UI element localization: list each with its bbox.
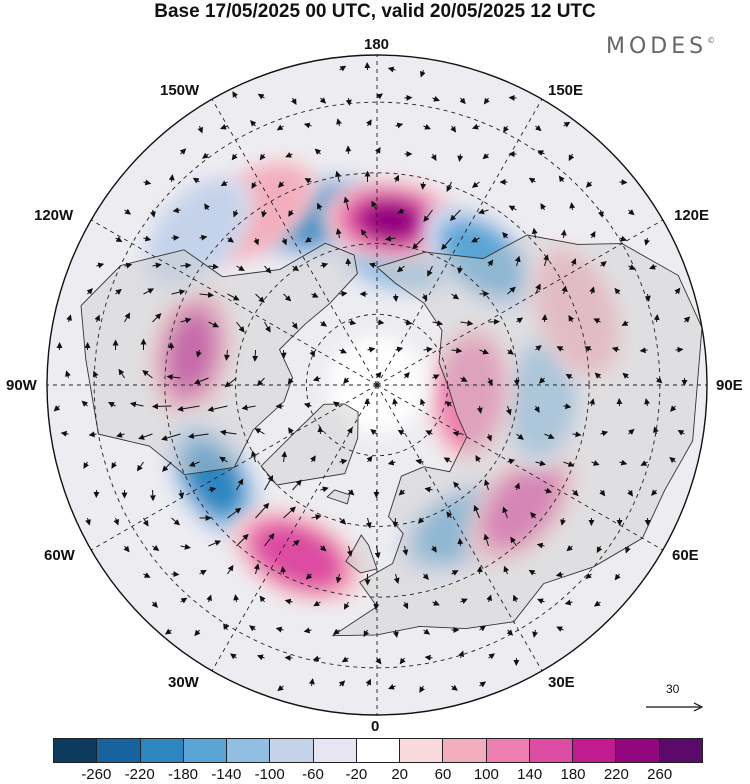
colorbar-segment bbox=[616, 739, 659, 762]
lon-label-30e: 30E bbox=[548, 674, 575, 691]
lon-label-90e: 90E bbox=[716, 377, 743, 394]
colorbar-tick-label: -260 bbox=[81, 766, 111, 783]
colorbar-tick-label: 20 bbox=[391, 766, 408, 783]
colorbar-tick-label: -140 bbox=[211, 766, 241, 783]
colorbar-tick-label: 260 bbox=[647, 766, 672, 783]
wind-vector bbox=[348, 146, 349, 154]
wind-vector bbox=[153, 490, 154, 500]
colorbar-segment bbox=[54, 739, 97, 762]
wind-vector bbox=[153, 406, 172, 407]
colorbar-tick-label: 100 bbox=[474, 766, 499, 783]
lon-label-120e: 120E bbox=[674, 207, 709, 224]
colorbar-segment bbox=[357, 739, 400, 762]
colorbar-tick-label: 180 bbox=[560, 766, 585, 783]
colorbar-tick-labels: -260 -220 -180 -140 -100 -60 -20 20 60 100 140 180 2… bbox=[0, 766, 750, 784]
colorbar-segment bbox=[227, 739, 270, 762]
wind-vector bbox=[376, 602, 377, 609]
colorbar-tick-label: -60 bbox=[302, 766, 324, 783]
colorbar-segment bbox=[530, 739, 573, 762]
wind-vector bbox=[395, 518, 396, 527]
wind-vector bbox=[172, 237, 179, 238]
colorbar-segment bbox=[141, 739, 184, 762]
wind-vector bbox=[348, 259, 349, 266]
wind-scale-arrow-icon bbox=[644, 680, 704, 720]
colorbar-tick-label: 220 bbox=[604, 766, 629, 783]
colorbar-tick-label: 140 bbox=[517, 766, 542, 783]
colorbar-segment bbox=[443, 739, 486, 762]
lon-label-150w: 150W bbox=[160, 82, 199, 99]
lon-label-30w: 30W bbox=[168, 674, 199, 691]
lon-label-90w: 90W bbox=[6, 377, 37, 394]
wind-vector bbox=[396, 294, 397, 301]
colorbar-tick-label: -100 bbox=[255, 766, 285, 783]
colorbar-tick-label: -20 bbox=[345, 766, 367, 783]
wind-vector bbox=[367, 399, 368, 406]
wind-vector bbox=[255, 350, 256, 361]
wind-vector bbox=[171, 343, 172, 350]
colorbar bbox=[53, 738, 703, 763]
wind-vector bbox=[320, 427, 321, 434]
colorbar-segment bbox=[487, 739, 530, 762]
wind-vector bbox=[676, 349, 683, 350]
colorbar-segment bbox=[314, 739, 357, 762]
lon-label-180: 180 bbox=[364, 36, 389, 53]
colorbar-segment bbox=[573, 739, 616, 762]
wind-vector bbox=[460, 539, 461, 546]
lon-label-120w: 120W bbox=[34, 207, 73, 224]
colorbar-tick-label: -180 bbox=[168, 766, 198, 783]
wind-scale-reference: 30 bbox=[644, 680, 704, 720]
colorbar-segment bbox=[270, 739, 313, 762]
wind-vector bbox=[545, 315, 546, 322]
wind-vector bbox=[284, 350, 285, 358]
colorbar-segment bbox=[184, 739, 227, 762]
lon-label-60e: 60E bbox=[672, 547, 699, 564]
wind-vector bbox=[172, 574, 179, 575]
colorbar-segment bbox=[660, 739, 702, 762]
lon-label-150e: 150E bbox=[548, 82, 583, 99]
colorbar-tick-label: -220 bbox=[125, 766, 155, 783]
lon-label-60w: 60W bbox=[44, 547, 75, 564]
lon-label-0: 0 bbox=[371, 718, 379, 735]
colorbar-segment bbox=[97, 739, 140, 762]
colorbar-segment bbox=[400, 739, 443, 762]
colorbar-tick-label: 60 bbox=[435, 766, 452, 783]
wind-vector bbox=[620, 182, 627, 183]
